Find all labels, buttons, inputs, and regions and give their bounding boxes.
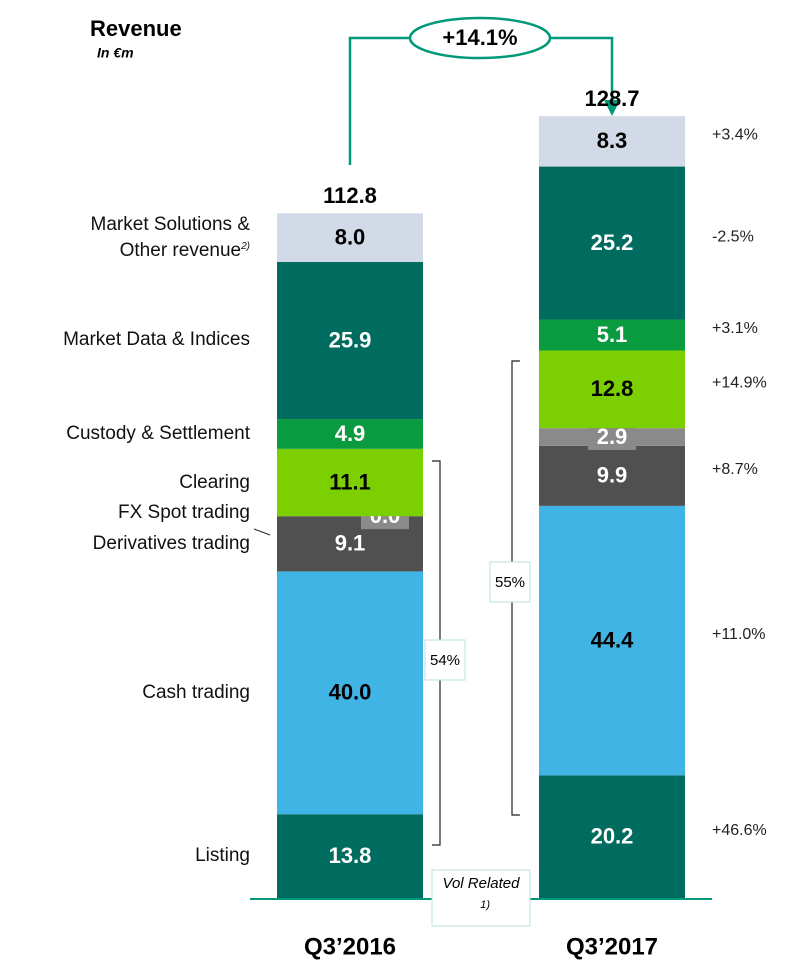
value-label: 9.9 <box>597 463 628 488</box>
change-label: +8.7% <box>712 461 758 478</box>
value-label: 5.1 <box>597 322 628 347</box>
change-label: +3.4% <box>712 127 758 144</box>
value-box <box>588 423 636 450</box>
series-name: Custody & Settlement <box>66 422 250 444</box>
series-label: Listing <box>195 845 250 867</box>
bar-segment <box>277 419 423 449</box>
bar-segment <box>277 261 423 420</box>
bar-segment <box>277 213 423 262</box>
change-label: +46.6% <box>712 822 767 839</box>
bar-segment <box>539 319 685 351</box>
value-label: 8.0 <box>335 224 366 249</box>
total-label: 128.7 <box>584 86 639 111</box>
arrow-head <box>604 100 620 116</box>
vol-text: Vol Related <box>443 875 521 892</box>
series-name: Clearing <box>179 471 250 493</box>
value-label: 9.1 <box>335 531 366 556</box>
bar-segment <box>539 775 685 898</box>
value-label: 25.9 <box>329 327 372 352</box>
change-label: -2.5% <box>712 228 754 245</box>
chart-title: Revenue <box>90 16 182 41</box>
x-tick-label: Q3’2016 <box>304 933 396 960</box>
bar-segment <box>539 166 685 320</box>
bar-segment <box>539 116 685 167</box>
series-label: Market Solutions & Other revenue2) <box>70 213 250 261</box>
series-name: Cash trading <box>142 681 250 703</box>
bracket-label: 54% <box>430 652 460 669</box>
value-label: 12.8 <box>591 376 634 401</box>
vol-label: Vol Related <box>443 875 521 892</box>
series-label: Market Data & Indices <box>63 329 250 351</box>
value-label: 20.2 <box>591 824 634 849</box>
bar-segment <box>539 350 685 429</box>
value-label: 13.8 <box>329 843 372 868</box>
chart-subtitle: In €m <box>97 45 134 61</box>
x-tick-label: Q3’2017 <box>566 933 658 960</box>
series-label: Derivatives trading <box>93 533 250 555</box>
change-label: +14.9% <box>712 375 767 392</box>
bar-segment <box>539 505 685 776</box>
bracket-box <box>424 639 466 681</box>
series-note: 2) <box>241 240 250 252</box>
fx-pointer <box>253 528 271 536</box>
bar-segment <box>277 814 423 898</box>
series-name: Market Solutions & Other revenue <box>90 213 250 261</box>
value-label: 40.0 <box>329 680 372 705</box>
series-name: Derivatives trading <box>92 532 250 554</box>
bar-segment <box>277 448 423 517</box>
series-label: Cash trading <box>142 682 250 704</box>
vol-box <box>431 869 531 927</box>
bracket-box <box>489 561 531 603</box>
total-label: 112.8 <box>323 183 377 208</box>
vol-note: 1) <box>480 899 490 911</box>
value-label: 11.1 <box>329 469 371 494</box>
series-label: Clearing <box>179 472 250 494</box>
value-label: 25.2 <box>591 230 634 255</box>
value-label: 44.4 <box>591 627 635 652</box>
change-label: +3.1% <box>712 320 758 337</box>
value-label: 4.9 <box>335 421 366 446</box>
series-name: FX Spot trading <box>117 502 250 524</box>
series-label: Custody & Settlement <box>66 423 250 445</box>
bar-segment <box>539 445 685 506</box>
change-arrow <box>348 36 614 165</box>
bracket-label: 55% <box>495 574 525 591</box>
series-name: Market Data & Indices <box>63 329 250 351</box>
change-label: +11.0% <box>712 626 766 643</box>
total-change: +14.1% <box>442 25 517 50</box>
bar-segment <box>277 571 423 815</box>
value-label: 8.3 <box>597 128 628 153</box>
series-name: Listing <box>195 845 250 867</box>
series-label: FX Spot trading <box>118 502 250 524</box>
change-badge <box>408 16 552 60</box>
